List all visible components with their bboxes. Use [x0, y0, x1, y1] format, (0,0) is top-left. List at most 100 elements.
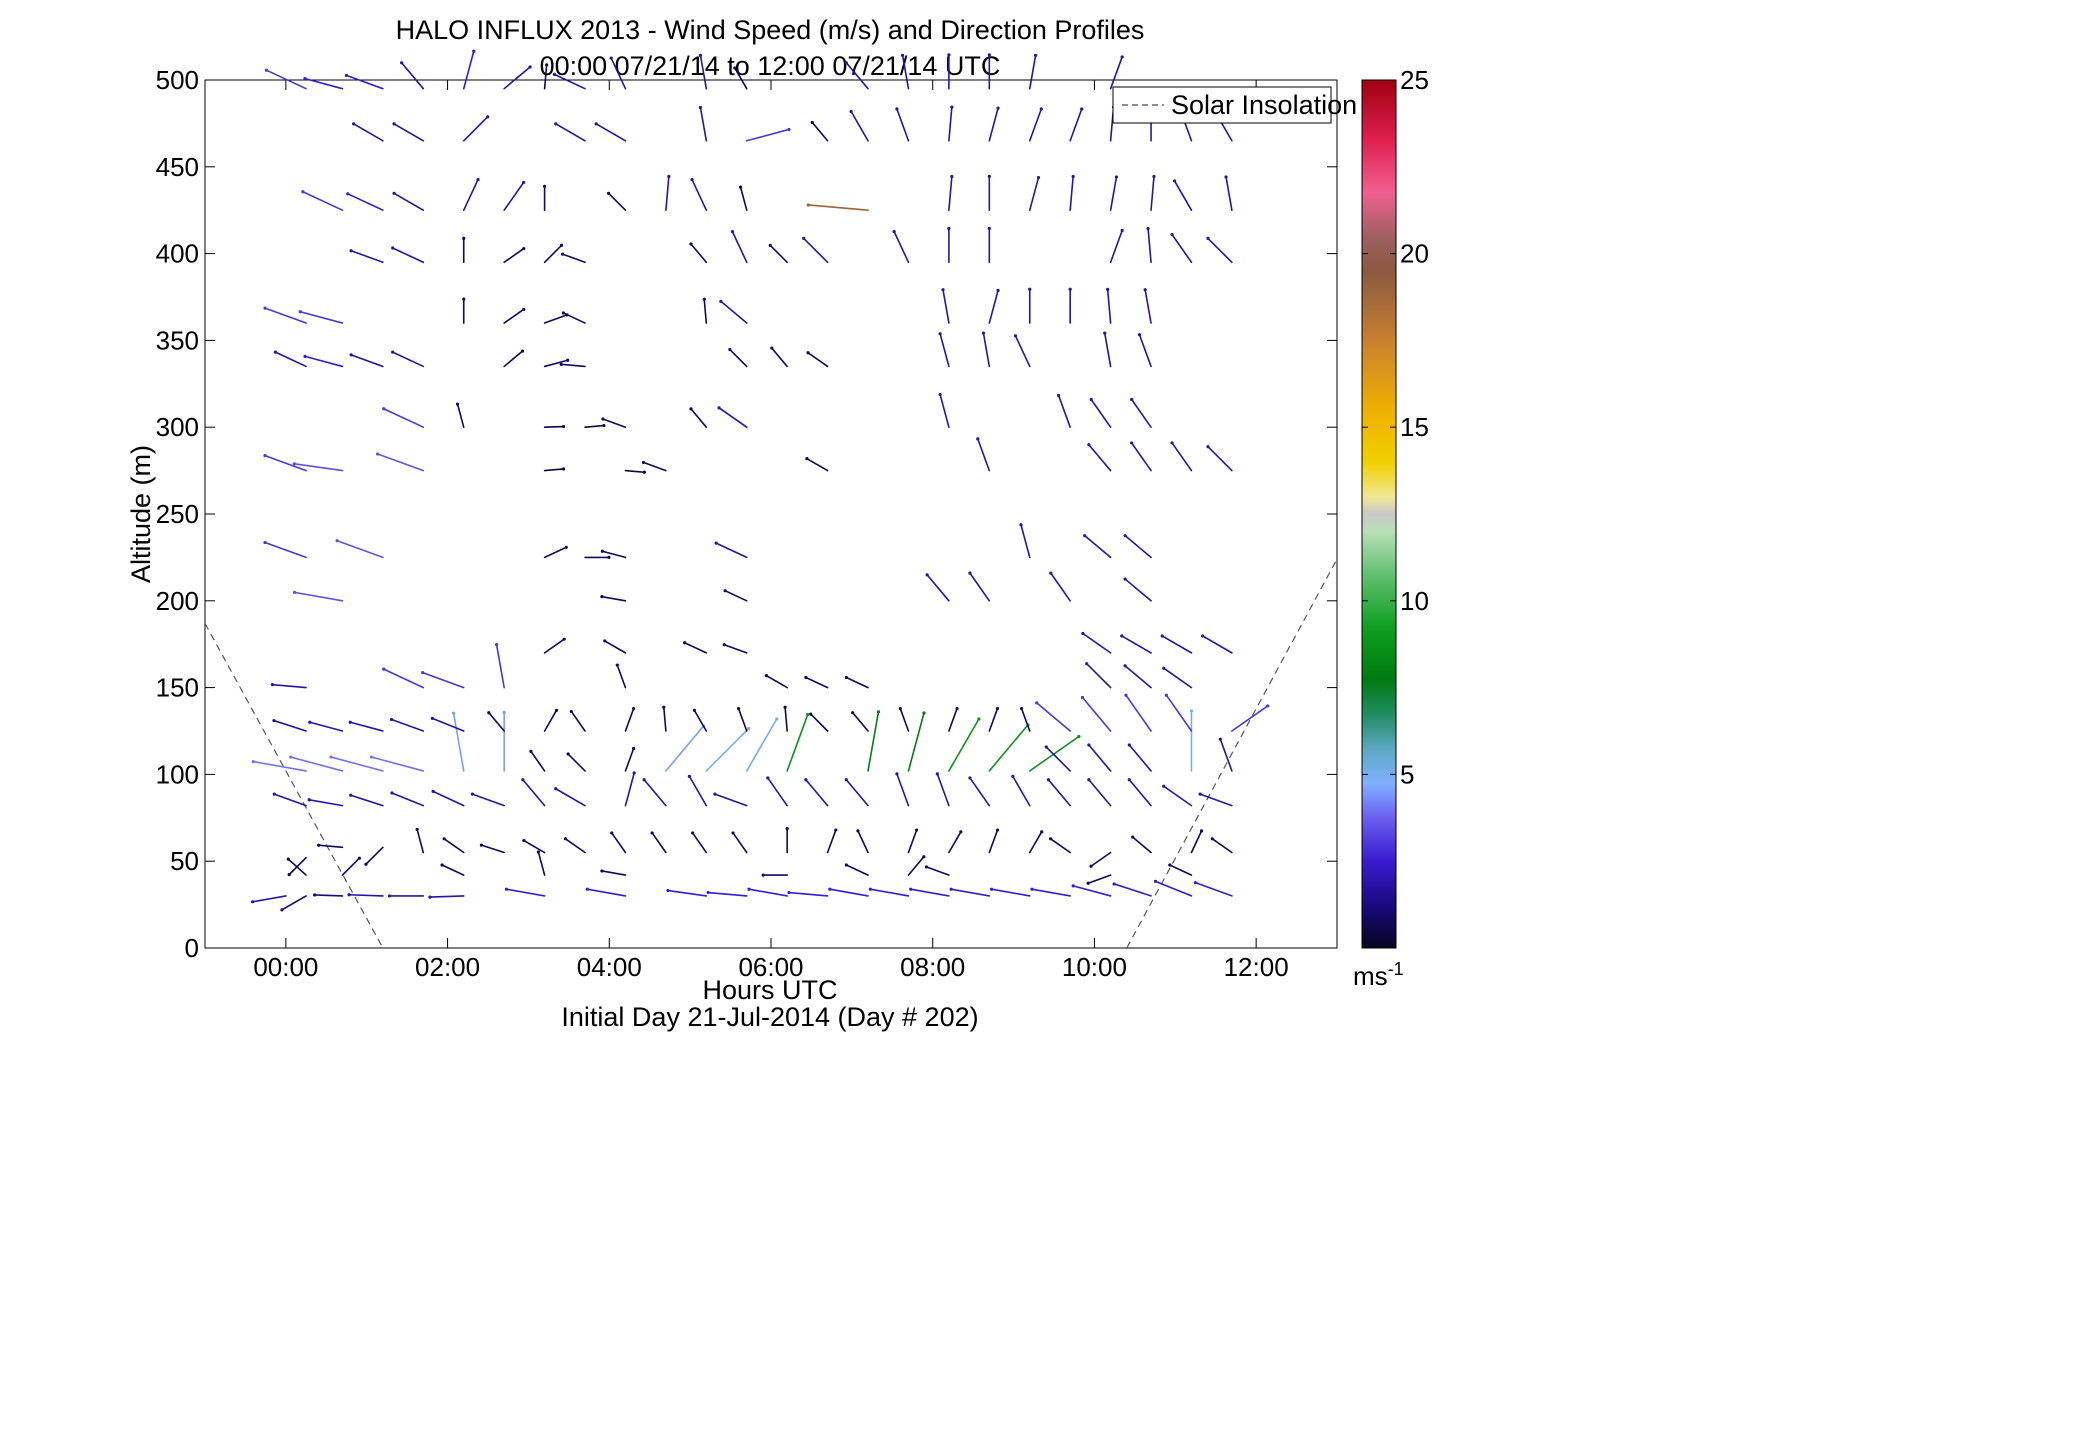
wind-vector-head — [1077, 734, 1081, 739]
wind-vector — [308, 798, 344, 807]
wind-vector-head — [1086, 881, 1090, 885]
wind-vector-head — [272, 718, 276, 723]
wind-vector — [807, 351, 829, 368]
wind-vector — [352, 123, 384, 142]
wind-vector-head — [564, 545, 568, 549]
wind-vector — [826, 829, 837, 854]
wind-vector — [1014, 335, 1031, 368]
wind-vector-head — [536, 850, 541, 854]
wind-vector — [1069, 175, 1074, 211]
wind-vector-head — [603, 639, 607, 643]
wind-vector — [1162, 785, 1193, 807]
wind-vector — [1088, 778, 1112, 807]
wind-vector — [739, 186, 748, 211]
wind-vector — [845, 864, 869, 876]
wind-vector — [503, 350, 524, 368]
wind-vector — [1049, 838, 1071, 854]
wind-vector — [624, 469, 646, 474]
wind-vector-head — [719, 299, 723, 303]
wind-vector — [349, 721, 384, 732]
wind-vector-head — [1210, 837, 1214, 841]
wind-vector — [766, 777, 788, 807]
wind-vector — [925, 866, 950, 876]
wind-vector-head — [479, 843, 484, 847]
wind-vector — [948, 707, 958, 732]
wind-vector — [771, 347, 788, 368]
wind-vector-head — [1198, 792, 1202, 796]
wind-vector-head — [1137, 333, 1142, 337]
wind-vector-head — [1120, 634, 1124, 638]
wind-vector-head — [1114, 175, 1119, 179]
wind-vector — [624, 747, 635, 772]
wind-vector — [602, 418, 627, 429]
y-tick-label: 100 — [156, 759, 199, 789]
wind-vector — [737, 707, 748, 732]
wind-vector — [729, 348, 748, 368]
wind-vector-head — [667, 174, 671, 179]
wind-vector — [802, 237, 829, 264]
wind-vector — [393, 123, 425, 142]
wind-vector — [1028, 176, 1040, 211]
wind-vector-head — [428, 895, 432, 899]
wind-vector-head — [1087, 443, 1091, 447]
wind-vector-head — [521, 180, 526, 185]
wind-vector — [1045, 746, 1071, 772]
wind-vector-head — [1130, 441, 1134, 445]
wind-vector-head — [562, 637, 566, 641]
wind-vector — [665, 725, 705, 772]
wind-vector-head — [561, 311, 565, 315]
wind-vector — [1130, 398, 1152, 429]
wind-vector-head — [691, 831, 695, 835]
wind-vector — [690, 243, 708, 264]
y-tick-label: 500 — [156, 65, 199, 95]
wind-vector — [382, 668, 425, 689]
wind-vector — [391, 792, 425, 807]
wind-vector-head — [775, 717, 779, 721]
wind-vector — [939, 332, 950, 368]
wind-vector — [1085, 662, 1112, 689]
wind-vector — [554, 787, 586, 807]
wind-vector — [302, 190, 344, 211]
wind-vector — [909, 888, 950, 897]
wind-vector-head — [552, 72, 556, 76]
wind-vector-head — [730, 230, 735, 234]
wind-vector — [745, 718, 778, 772]
wind-vector — [867, 711, 880, 772]
wind-vector-head — [600, 549, 604, 553]
wind-vector-head — [609, 56, 613, 60]
wind-vector-head — [666, 888, 670, 893]
wind-vector — [289, 756, 344, 772]
wind-vector — [948, 106, 953, 142]
wind-vector — [1165, 694, 1193, 732]
wind-vector-head — [770, 346, 774, 350]
wind-vector — [1035, 702, 1071, 732]
x-tick-label: 00:00 — [253, 952, 318, 982]
wind-vector — [584, 424, 605, 429]
wind-vector-head — [1046, 778, 1051, 782]
wind-vector-head — [543, 184, 547, 188]
wind-vector — [982, 332, 991, 368]
wind-vector-head — [559, 362, 563, 366]
wind-vector — [495, 643, 505, 689]
wind-vector — [429, 895, 465, 898]
wind-vector-head — [938, 332, 942, 336]
wind-vector-head — [554, 708, 559, 712]
wind-vector — [703, 298, 708, 324]
wind-vector-head — [1085, 662, 1089, 666]
wind-vector-head — [561, 467, 566, 471]
wind-vector-head — [868, 887, 872, 891]
wind-vector-head — [349, 793, 353, 797]
wind-vector — [1020, 523, 1031, 559]
wind-vector — [251, 895, 287, 903]
wind-vector-head — [924, 865, 929, 869]
wind-vector — [896, 108, 910, 142]
wind-vector-head — [1199, 829, 1204, 833]
wind-vector-head — [909, 887, 913, 891]
wind-vector — [845, 676, 869, 689]
wind-vector-head — [900, 53, 905, 57]
wind-vector-head — [996, 288, 1000, 292]
y-axis: 0 50 100 150 200 250 300 350 400 450 500 — [156, 65, 1337, 963]
wind-vector — [907, 855, 925, 876]
wind-vector-head — [1127, 743, 1131, 747]
